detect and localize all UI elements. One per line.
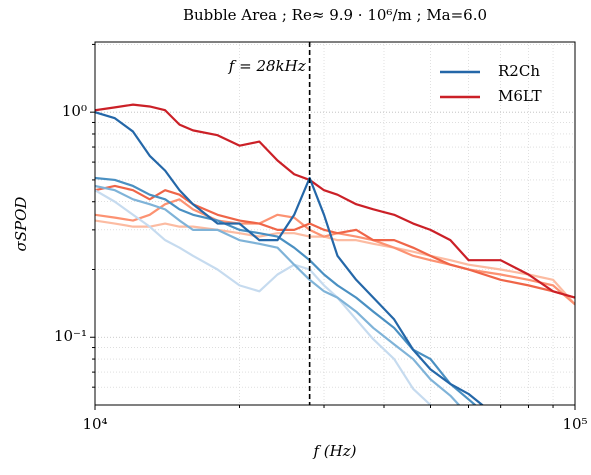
axes-frame	[94, 41, 576, 406]
y-axis-label: σSPOD	[12, 197, 30, 252]
x-axis-label: f (Hz)	[312, 442, 356, 460]
series-line	[95, 219, 575, 306]
legend-label: R2Ch	[498, 62, 540, 80]
plot-area	[95, 103, 575, 405]
series-line	[95, 103, 575, 299]
series-line	[95, 176, 477, 405]
grid	[94, 42, 576, 405]
overlay: 10⁴ 10⁵ 10⁻¹ 10⁰ f = 28kHz R2Ch M6LT	[54, 42, 588, 433]
x-tick-label: 10⁴	[82, 415, 107, 433]
chart-title: Bubble Area ; Re≈ 9.9 · 10⁶/m ; Ma=6.0	[183, 6, 487, 24]
series-line	[95, 111, 485, 405]
series-line	[95, 184, 575, 299]
series-line	[95, 198, 575, 306]
y-tick-label: 10⁰	[62, 102, 87, 120]
annotation-text: f = 28kHz	[228, 57, 306, 75]
series-line	[95, 184, 461, 405]
legend-label: M6LT	[498, 87, 542, 105]
x-tick-label: 10⁵	[562, 415, 587, 433]
series-line	[95, 189, 433, 405]
y-tick-label: 10⁻¹	[54, 327, 87, 345]
